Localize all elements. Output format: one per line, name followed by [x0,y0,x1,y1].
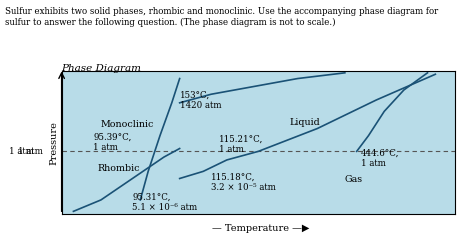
Text: 95.31°C,
5.1 × 10⁻⁶ atm: 95.31°C, 5.1 × 10⁻⁶ atm [132,193,198,213]
Text: 115.18°C,
3.2 × 10⁻⁵ atm: 115.18°C, 3.2 × 10⁻⁵ atm [211,173,276,193]
Text: Gas: Gas [345,175,363,184]
Text: — Temperature —▶: — Temperature —▶ [212,224,310,233]
Text: 153°C,
1420 atm: 153°C, 1420 atm [180,90,221,110]
Text: Monoclinic: Monoclinic [101,120,155,129]
Text: 115.21°C,
1 atm: 115.21°C, 1 atm [219,134,264,154]
Text: Rhombic: Rhombic [97,164,139,173]
Text: Sulfur exhibits two solid phases, rhombic and monoclinic. Use the accompanying p: Sulfur exhibits two solid phases, rhombi… [5,7,438,27]
Text: 95.39°C,
1 atm: 95.39°C, 1 atm [93,133,131,153]
Text: 1 atm: 1 atm [9,147,34,156]
Text: Phase Diagram: Phase Diagram [62,64,142,73]
Text: 1 atm: 1 atm [18,147,43,156]
Text: 444.6°C,
1 atm: 444.6°C, 1 atm [361,149,399,168]
Y-axis label: Pressure: Pressure [50,121,59,165]
Text: Liquid: Liquid [290,118,320,127]
